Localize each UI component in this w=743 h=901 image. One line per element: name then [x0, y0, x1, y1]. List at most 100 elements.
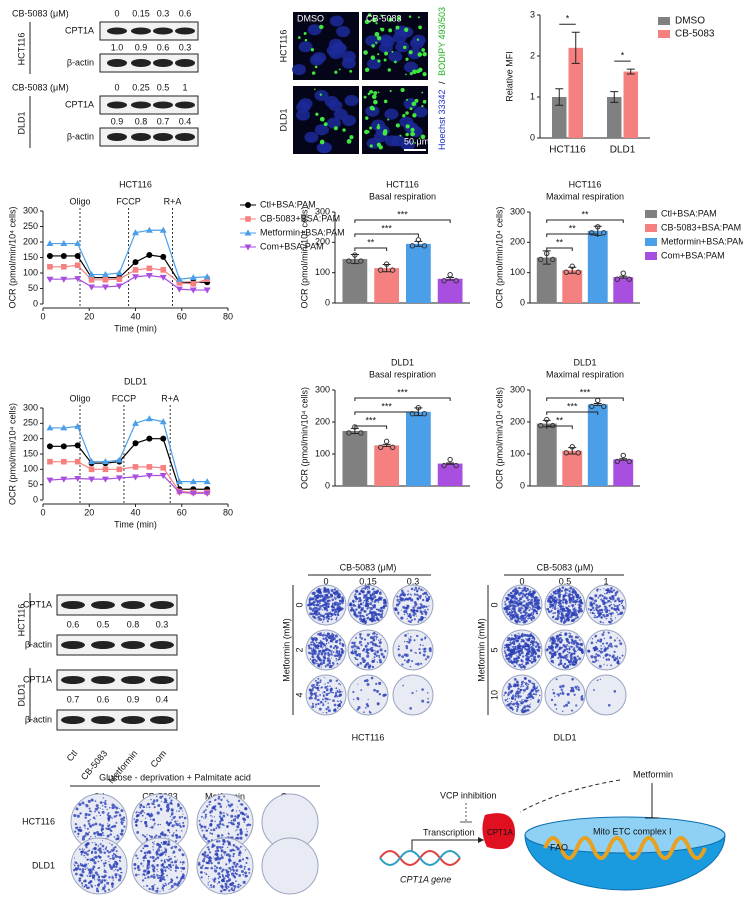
colony [94, 835, 97, 838]
significance-bracket [354, 219, 451, 223]
colony [308, 600, 311, 602]
colony [598, 604, 602, 608]
colony [107, 817, 111, 820]
colony [181, 873, 185, 876]
colony [246, 857, 249, 860]
colony [94, 810, 96, 813]
colony [318, 617, 323, 622]
colony [119, 871, 121, 874]
colony [316, 699, 319, 701]
colony [382, 605, 386, 609]
colony [77, 829, 80, 832]
plate [544, 584, 586, 626]
colony [212, 856, 214, 858]
colony [510, 659, 512, 661]
colony [365, 601, 368, 604]
y-tick-label: 300 [315, 206, 330, 216]
colony [599, 638, 602, 641]
colony [560, 599, 562, 602]
colony [513, 607, 515, 609]
point [60, 443, 67, 450]
series-line [49, 274, 208, 291]
colony [153, 867, 156, 869]
colony [531, 694, 533, 696]
colony [521, 587, 523, 590]
colony [154, 822, 156, 825]
colony [512, 645, 515, 648]
colony [226, 873, 230, 877]
colony [103, 889, 105, 891]
colony [572, 598, 575, 600]
cell-label: HCT116 [16, 33, 26, 66]
colony [551, 602, 553, 604]
ratio-label: 0.8 [127, 619, 140, 629]
colony [146, 805, 148, 807]
colony [226, 799, 228, 802]
colony [365, 614, 368, 616]
colony [107, 825, 110, 828]
colony [108, 815, 112, 818]
colony [598, 649, 601, 652]
colony [369, 594, 373, 597]
colony [209, 884, 213, 887]
colony [88, 831, 90, 834]
colony [106, 827, 110, 831]
colony [423, 606, 426, 608]
lipid-droplet [422, 52, 427, 57]
colony [324, 648, 328, 652]
colony [532, 635, 534, 638]
colony [570, 642, 573, 645]
colony [81, 868, 85, 871]
colony [174, 860, 178, 864]
colony [84, 857, 87, 859]
colony [605, 591, 609, 595]
colony [379, 615, 383, 619]
significance-bracket [354, 233, 419, 237]
colony [512, 614, 515, 617]
ratio-label: 0.3 [179, 42, 192, 52]
colony [521, 645, 525, 649]
significance-label: * [621, 50, 625, 60]
colony [411, 660, 414, 663]
colony [512, 606, 515, 608]
colony [174, 869, 177, 872]
colony [245, 862, 248, 865]
colony [507, 687, 511, 691]
significance-bracket [546, 425, 573, 429]
legend-swatch [645, 238, 657, 246]
colony [339, 683, 342, 686]
replicate-dot [389, 444, 396, 451]
point [74, 476, 82, 483]
legend-swatch [658, 30, 670, 38]
colony [230, 814, 234, 818]
colony [574, 603, 577, 605]
colony [316, 692, 318, 694]
significance-bracket [354, 247, 388, 251]
colony [110, 830, 113, 833]
colony [169, 815, 171, 818]
colony [424, 651, 427, 653]
colony [561, 690, 564, 693]
colony [317, 612, 321, 616]
colony [601, 600, 604, 603]
colony [98, 855, 102, 859]
lipid-droplet [387, 118, 390, 121]
plate-dish [392, 674, 434, 716]
colony [242, 817, 245, 821]
colony [564, 657, 567, 660]
colony [323, 592, 325, 594]
nucleus [341, 51, 356, 63]
lipid-droplet [409, 107, 413, 111]
colony [222, 877, 226, 880]
colony [559, 646, 561, 648]
replicate-dot [569, 263, 575, 269]
colony [331, 613, 334, 617]
colony [152, 875, 156, 879]
colony [221, 851, 223, 853]
colony [80, 877, 82, 879]
point [160, 267, 167, 273]
x-tick-label: HCT116 [549, 145, 586, 156]
colony [375, 682, 378, 686]
band [121, 641, 145, 649]
colony [613, 604, 617, 608]
